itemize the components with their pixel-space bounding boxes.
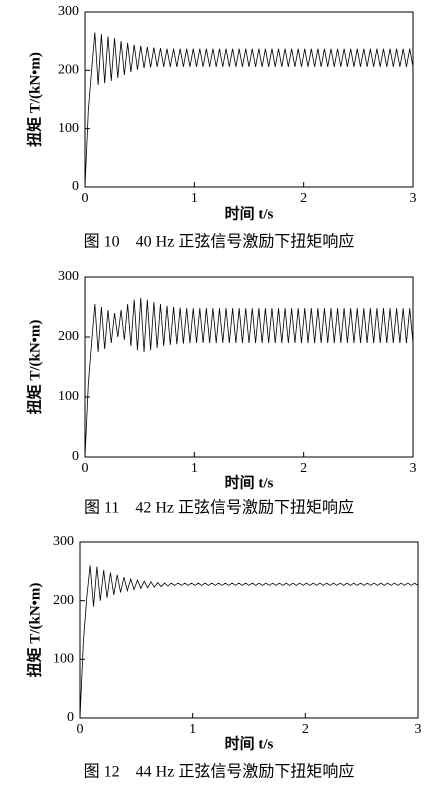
y-tick-label: 0 bbox=[72, 179, 79, 194]
x-tick-label: 1 bbox=[191, 461, 198, 476]
x-tick-label: 3 bbox=[415, 722, 422, 737]
x-tick-label: 0 bbox=[82, 461, 89, 476]
y-tick-label: 200 bbox=[58, 63, 79, 78]
plot-frame bbox=[84, 276, 414, 458]
y-tick-label: 300 bbox=[58, 4, 79, 19]
y-axis-label: 扭矩 T/(kN•m) bbox=[25, 583, 43, 678]
y-tick-label: 300 bbox=[53, 534, 74, 549]
figure-caption: 图 12 44 Hz 正弦信号激励下扭矩响应 bbox=[84, 762, 355, 781]
x-axis-label: 时间 t/s bbox=[225, 734, 274, 752]
y-tick-label: 300 bbox=[58, 269, 79, 284]
y-tick-label: 200 bbox=[53, 593, 74, 608]
y-tick-label: 200 bbox=[58, 329, 79, 344]
y-axis-label: 扭矩 T/(kN•m) bbox=[25, 52, 43, 147]
x-axis-label: 时间 t/s bbox=[225, 204, 274, 222]
figure-caption: 图 11 42 Hz 正弦信号激励下扭矩响应 bbox=[84, 498, 354, 517]
x-tick-label: 2 bbox=[300, 191, 307, 206]
x-tick-label: 0 bbox=[82, 191, 89, 206]
torque-line bbox=[79, 565, 419, 719]
y-tick-label: 100 bbox=[58, 389, 79, 404]
torque-line bbox=[84, 32, 414, 188]
y-axis-label: 扭矩 T/(kN•m) bbox=[25, 320, 43, 415]
x-tick-label: 1 bbox=[189, 722, 196, 737]
y-tick-label: 100 bbox=[53, 652, 74, 667]
x-tick-label: 2 bbox=[300, 461, 307, 476]
figure-caption: 图 10 40 Hz 正弦信号激励下扭矩响应 bbox=[84, 232, 355, 251]
x-axis-label: 时间 t/s bbox=[225, 473, 274, 491]
y-tick-label: 0 bbox=[72, 449, 79, 464]
torque-line bbox=[84, 297, 414, 458]
x-tick-label: 3 bbox=[410, 461, 417, 476]
x-tick-label: 3 bbox=[410, 191, 417, 206]
plot-frame bbox=[79, 541, 419, 719]
plot-frame bbox=[84, 11, 414, 188]
x-tick-label: 2 bbox=[302, 722, 309, 737]
y-tick-label: 0 bbox=[67, 710, 74, 725]
y-tick-label: 100 bbox=[58, 121, 79, 136]
x-tick-label: 1 bbox=[191, 191, 198, 206]
x-tick-label: 0 bbox=[77, 722, 84, 737]
